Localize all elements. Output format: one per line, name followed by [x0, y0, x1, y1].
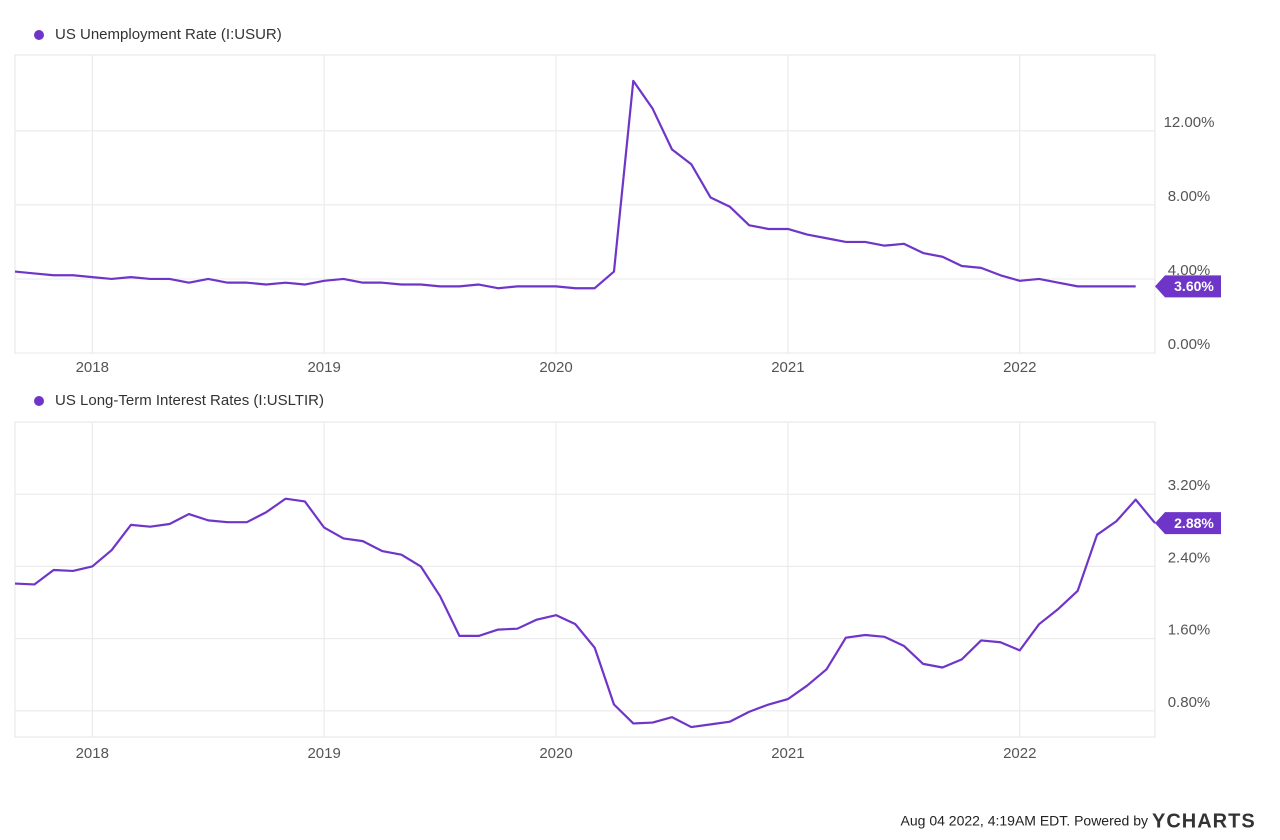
x-tick-label: 2018: [76, 359, 109, 376]
x-tick-label: 2021: [771, 745, 804, 762]
legend-label: US Unemployment Rate (I:USUR): [55, 26, 282, 43]
legend-label: US Long-Term Interest Rates (I:USLTIR): [55, 392, 324, 409]
x-tick-label: 2019: [307, 745, 340, 762]
y-tick-label: 4.00%: [1168, 262, 1211, 279]
legend-marker: [34, 396, 44, 406]
y-tick-label: 12.00%: [1164, 114, 1215, 131]
series-line: [14, 79, 1136, 290]
x-tick-label: 2020: [539, 745, 572, 762]
value-label: 3.60%: [1174, 278, 1214, 294]
footer-text: Aug 04 2022, 4:19AM EDT. Powered by: [901, 813, 1148, 829]
value-label: 2.88%: [1174, 515, 1214, 531]
y-tick-label: 1.60%: [1168, 622, 1211, 639]
y-tick-label: 0.00%: [1168, 336, 1211, 353]
x-tick-label: 2021: [771, 359, 804, 376]
x-tick-label: 2022: [1003, 745, 1036, 762]
y-tick-label: 3.20%: [1168, 477, 1211, 494]
footer-brand: YCHARTS: [1152, 810, 1256, 832]
x-tick-label: 2022: [1003, 359, 1036, 376]
legend-marker: [34, 30, 44, 40]
x-tick-label: 2018: [76, 745, 109, 762]
x-tick-label: 2019: [307, 359, 340, 376]
y-tick-label: 0.80%: [1168, 694, 1211, 711]
series-line: [14, 497, 1156, 729]
y-tick-label: 8.00%: [1168, 188, 1211, 205]
y-tick-label: 2.40%: [1168, 549, 1211, 566]
plot-frame: [14, 54, 1156, 354]
value-callout: [1155, 275, 1221, 298]
x-tick-label: 2020: [539, 359, 572, 376]
plot-frame: [14, 421, 1156, 738]
value-callout: [1155, 512, 1221, 535]
